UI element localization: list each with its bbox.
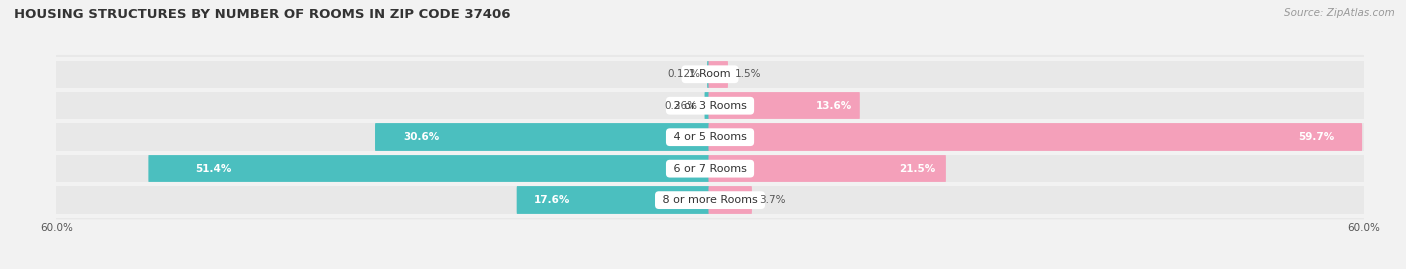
FancyBboxPatch shape bbox=[709, 184, 752, 216]
Text: 0.12%: 0.12% bbox=[666, 69, 700, 79]
Text: 2 or 3 Rooms: 2 or 3 Rooms bbox=[669, 101, 751, 111]
Text: 3.7%: 3.7% bbox=[759, 195, 786, 205]
Legend: Owner-occupied, Renter-occupied: Owner-occupied, Renter-occupied bbox=[588, 266, 832, 269]
Text: 1 Room: 1 Room bbox=[686, 69, 734, 79]
FancyBboxPatch shape bbox=[709, 153, 946, 185]
FancyBboxPatch shape bbox=[704, 90, 711, 122]
FancyBboxPatch shape bbox=[516, 184, 711, 216]
Text: 4 or 5 Rooms: 4 or 5 Rooms bbox=[669, 132, 751, 142]
Text: 21.5%: 21.5% bbox=[898, 164, 935, 174]
FancyBboxPatch shape bbox=[149, 153, 711, 185]
Text: 30.6%: 30.6% bbox=[404, 132, 440, 142]
Text: Source: ZipAtlas.com: Source: ZipAtlas.com bbox=[1284, 8, 1395, 18]
FancyBboxPatch shape bbox=[53, 118, 1367, 157]
FancyBboxPatch shape bbox=[709, 58, 728, 90]
Text: 59.7%: 59.7% bbox=[1298, 132, 1334, 142]
Text: HOUSING STRUCTURES BY NUMBER OF ROOMS IN ZIP CODE 37406: HOUSING STRUCTURES BY NUMBER OF ROOMS IN… bbox=[14, 8, 510, 21]
FancyBboxPatch shape bbox=[375, 121, 711, 153]
Text: 0.36%: 0.36% bbox=[665, 101, 697, 111]
FancyBboxPatch shape bbox=[53, 86, 1367, 125]
Text: 1.5%: 1.5% bbox=[735, 69, 762, 79]
FancyBboxPatch shape bbox=[53, 55, 1367, 94]
FancyBboxPatch shape bbox=[707, 58, 711, 90]
Text: 8 or more Rooms: 8 or more Rooms bbox=[659, 195, 761, 205]
Text: 51.4%: 51.4% bbox=[195, 164, 231, 174]
Text: 13.6%: 13.6% bbox=[815, 101, 852, 111]
FancyBboxPatch shape bbox=[53, 181, 1367, 220]
Text: 6 or 7 Rooms: 6 or 7 Rooms bbox=[669, 164, 751, 174]
FancyBboxPatch shape bbox=[709, 90, 860, 122]
Text: 17.6%: 17.6% bbox=[534, 195, 569, 205]
FancyBboxPatch shape bbox=[709, 121, 1362, 153]
FancyBboxPatch shape bbox=[53, 149, 1367, 188]
